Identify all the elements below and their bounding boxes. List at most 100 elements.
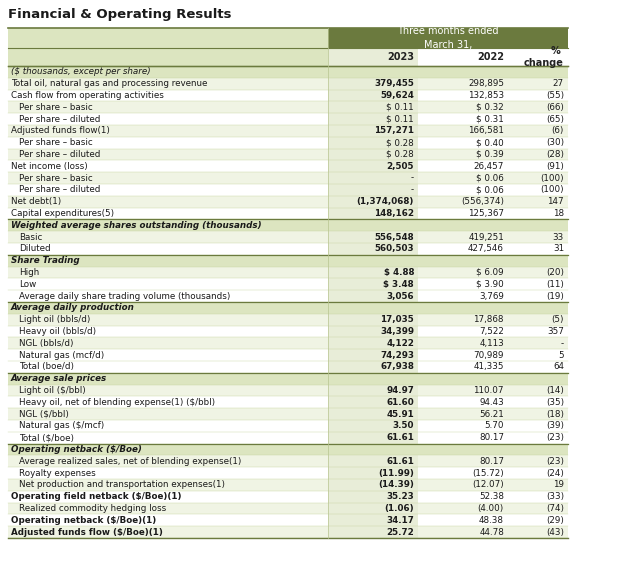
Text: Share Trading: Share Trading — [11, 256, 79, 265]
Text: 34.17: 34.17 — [386, 516, 414, 525]
Text: Diluted: Diluted — [19, 244, 51, 254]
Text: $ 0.06: $ 0.06 — [476, 185, 504, 194]
Text: $ 4.88: $ 4.88 — [383, 268, 414, 277]
Bar — [328, 208, 418, 219]
Bar — [8, 255, 568, 266]
Bar — [8, 302, 568, 314]
Text: $ 0.11: $ 0.11 — [387, 115, 414, 124]
Text: (28): (28) — [546, 150, 564, 159]
Bar — [8, 491, 568, 503]
Text: 148,162: 148,162 — [374, 209, 414, 218]
Bar — [8, 479, 568, 491]
Text: 34,399: 34,399 — [380, 327, 414, 336]
Text: Net debt(1): Net debt(1) — [11, 197, 61, 206]
Bar — [8, 325, 568, 338]
Bar — [328, 125, 418, 137]
Bar — [8, 444, 568, 455]
Bar — [328, 420, 418, 432]
Text: (11.99): (11.99) — [378, 469, 414, 477]
Bar — [8, 338, 568, 349]
Text: $ 0.06: $ 0.06 — [476, 174, 504, 182]
Text: 70,989: 70,989 — [474, 350, 504, 360]
Text: (66): (66) — [546, 103, 564, 112]
Text: 5.70: 5.70 — [484, 422, 504, 430]
Text: Per share – basic: Per share – basic — [19, 138, 93, 147]
Bar — [418, 48, 568, 66]
Text: 427,546: 427,546 — [468, 244, 504, 254]
Text: $ 0.39: $ 0.39 — [476, 150, 504, 159]
Text: 298,895: 298,895 — [468, 79, 504, 88]
Text: 125,367: 125,367 — [468, 209, 504, 218]
Text: (74): (74) — [546, 504, 564, 513]
Text: Basic: Basic — [19, 233, 42, 241]
Bar — [8, 90, 568, 101]
Text: 17,035: 17,035 — [380, 315, 414, 324]
Bar — [328, 432, 418, 444]
Text: (30): (30) — [546, 138, 564, 147]
Bar — [8, 266, 568, 279]
Text: NGL ($/bbl): NGL ($/bbl) — [19, 410, 69, 419]
Text: Operating netback ($/Boe)(1): Operating netback ($/Boe)(1) — [11, 516, 156, 525]
Text: 80.17: 80.17 — [479, 457, 504, 466]
Text: ($ thousands, except per share): ($ thousands, except per share) — [11, 68, 150, 76]
Text: 80.17: 80.17 — [479, 433, 504, 442]
Text: $ 6.09: $ 6.09 — [476, 268, 504, 277]
Bar — [8, 137, 568, 149]
Bar — [328, 279, 418, 290]
Text: Light oil ($/bbl): Light oil ($/bbl) — [19, 386, 86, 395]
Bar — [328, 325, 418, 338]
Text: Three months ended
March 31,: Three months ended March 31, — [397, 26, 499, 50]
Bar — [328, 491, 418, 503]
Bar — [328, 266, 418, 279]
Text: (12.07): (12.07) — [472, 480, 504, 489]
Bar — [328, 361, 418, 373]
Bar — [8, 385, 568, 396]
Text: 7,522: 7,522 — [479, 327, 504, 336]
Text: $ 0.40: $ 0.40 — [476, 138, 504, 147]
Text: 556,548: 556,548 — [374, 233, 414, 241]
Text: 4,122: 4,122 — [386, 339, 414, 348]
Text: 59,624: 59,624 — [380, 91, 414, 100]
Bar — [328, 137, 418, 149]
Bar — [8, 231, 568, 243]
Text: 357: 357 — [547, 327, 564, 336]
Text: (23): (23) — [546, 433, 564, 442]
Text: 35.23: 35.23 — [387, 492, 414, 501]
Bar — [8, 219, 568, 231]
Bar — [8, 455, 568, 467]
Bar — [328, 160, 418, 172]
Text: (11): (11) — [546, 280, 564, 289]
Text: $ 3.48: $ 3.48 — [383, 280, 414, 289]
Text: (6): (6) — [552, 127, 564, 135]
Text: 3,056: 3,056 — [387, 292, 414, 301]
Text: (1,374,068): (1,374,068) — [356, 197, 414, 206]
Bar — [328, 90, 418, 101]
Bar — [328, 196, 418, 208]
Text: Weighted average shares outstanding (thousands): Weighted average shares outstanding (tho… — [11, 221, 262, 230]
Text: (55): (55) — [546, 91, 564, 100]
Text: 61.61: 61.61 — [386, 433, 414, 442]
Bar — [328, 231, 418, 243]
Bar — [8, 314, 568, 325]
Text: (15.72): (15.72) — [472, 469, 504, 477]
Bar — [8, 66, 568, 78]
Text: Total oil, natural gas and processing revenue: Total oil, natural gas and processing re… — [11, 79, 207, 88]
Text: 18: 18 — [553, 209, 564, 218]
Text: (43): (43) — [546, 528, 564, 536]
Bar — [328, 290, 418, 302]
Text: -: - — [411, 185, 414, 194]
Text: (14): (14) — [546, 386, 564, 395]
Text: (20): (20) — [546, 268, 564, 277]
Text: 17,868: 17,868 — [474, 315, 504, 324]
Text: Total (boe/d): Total (boe/d) — [19, 363, 74, 371]
Text: 26,457: 26,457 — [474, 162, 504, 171]
Text: Per share – diluted: Per share – diluted — [19, 115, 100, 124]
Bar — [8, 149, 568, 160]
Text: (24): (24) — [546, 469, 564, 477]
Text: 147: 147 — [547, 197, 564, 206]
Bar — [328, 28, 568, 48]
Text: (65): (65) — [546, 115, 564, 124]
Text: $ 0.28: $ 0.28 — [387, 138, 414, 147]
Bar — [8, 290, 568, 302]
Text: 419,251: 419,251 — [468, 233, 504, 241]
